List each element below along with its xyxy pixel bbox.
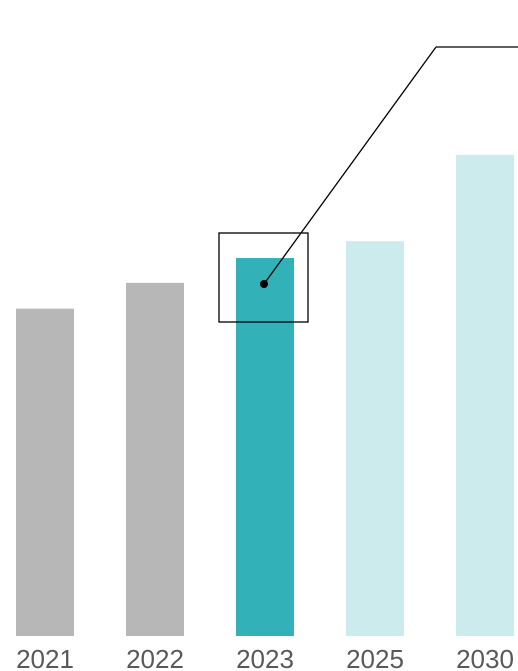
bar-2022: [126, 282, 184, 636]
x-tick-label-2021: 2021: [16, 644, 74, 671]
x-tick-label-2025: 2025: [346, 644, 404, 671]
bar-2030: [456, 154, 514, 636]
x-tick-label-2023: 2023: [236, 644, 294, 671]
x-tick-label-2030: 2030: [456, 644, 514, 671]
highlight-callout: [218, 46, 518, 323]
bar-2023: [236, 258, 294, 636]
callout-leader-line: [263, 46, 437, 285]
x-tick-label-2022: 2022: [126, 644, 184, 671]
bar-2025: [346, 241, 404, 636]
x-tick-labels: 2021 2022 2023 2025 2030: [16, 644, 514, 671]
bars-layer: [16, 154, 514, 636]
highlight-box: [218, 232, 309, 323]
bar-2021: [16, 308, 74, 636]
